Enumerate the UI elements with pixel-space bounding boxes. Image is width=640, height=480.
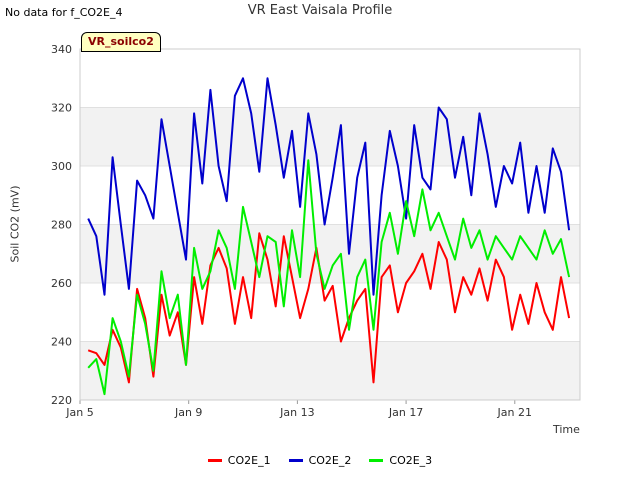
plot-band	[80, 341, 580, 400]
x-tick-label: Jan 17	[388, 406, 423, 419]
y-tick-label: 240	[51, 336, 72, 349]
y-tick-label: 280	[51, 219, 72, 232]
x-tick-labels: Jan 5 Jan 9 Jan 13 Jan 17 Jan 21	[65, 406, 532, 419]
y-axis-label: Soil CO2 (mV)	[8, 185, 22, 263]
no-data-note: No data for f_CO2E_4	[5, 6, 123, 19]
series-lines	[87, 77, 571, 396]
legend: CO2E_1 CO2E_2 CO2E_3	[0, 454, 640, 467]
station-badge: VR_soilco2	[81, 32, 161, 52]
plot-frame	[79, 48, 581, 401]
plot-bands	[80, 107, 580, 400]
chart-title: VR East Vaisala Profile	[247, 3, 393, 18]
legend-label-co2e-3: CO2E_3	[389, 454, 433, 467]
y-tick-label: 340	[51, 43, 72, 56]
legend-swatch-co2e-2	[288, 459, 303, 462]
legend-label-co2e-2: CO2E_2	[308, 454, 352, 467]
y-tick-labels: 220 240 260 280 300 320 340	[51, 43, 72, 407]
plot-band	[80, 107, 580, 166]
y-tick-label: 220	[51, 394, 72, 407]
legend-item-co2e-1[interactable]: CO2E_1	[207, 454, 271, 467]
y-tick-label: 300	[51, 160, 72, 173]
series-line-co2e-1	[87, 232, 571, 384]
legend-item-co2e-2[interactable]: CO2E_2	[288, 454, 352, 467]
x-tick-label: Jan 5	[65, 406, 93, 419]
x-tick-label: Jan 9	[174, 406, 202, 419]
legend-label-co2e-1: CO2E_1	[227, 454, 271, 467]
x-tick-label: Jan 21	[497, 406, 532, 419]
y-tick-label: 320	[51, 102, 72, 115]
y-tick-label: 260	[51, 277, 72, 290]
legend-item-co2e-3[interactable]: CO2E_3	[369, 454, 432, 467]
series-line-co2e-2	[87, 77, 571, 296]
series-line-co2e-3	[87, 159, 571, 396]
legend-swatch-co2e-1	[207, 459, 222, 462]
legend-swatch-co2e-3	[369, 459, 384, 462]
x-tick-label: Jan 13	[279, 406, 314, 419]
x-axis-label: Time	[553, 423, 580, 436]
